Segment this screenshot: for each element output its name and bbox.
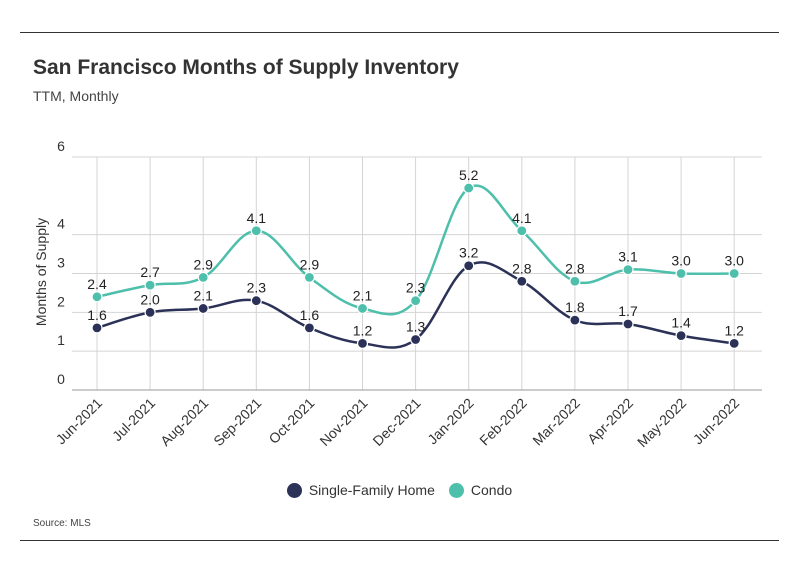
data-point-condo	[463, 182, 475, 194]
data-point-single-family	[463, 260, 475, 272]
data-point-condo	[410, 295, 422, 307]
x-tick-label: Nov-2021	[316, 395, 370, 449]
data-label-single-family: 1.2	[353, 322, 373, 338]
data-label-single-family: 2.8	[512, 260, 532, 276]
y-axis-label: Months of Supply	[33, 218, 49, 326]
data-label-condo: 3.0	[671, 253, 691, 269]
data-label-single-family: 1.8	[565, 299, 585, 315]
chart-title: San Francisco Months of Supply Inventory	[33, 56, 459, 79]
x-tick-label: Mar-2022	[529, 395, 583, 449]
data-point-condo	[356, 302, 369, 315]
data-label-single-family: 1.3	[406, 319, 426, 335]
data-label-single-family: 1.6	[300, 307, 320, 323]
data-label-single-family: 3.2	[459, 245, 479, 261]
data-label-condo: 3.1	[618, 249, 638, 265]
condo-swatch-icon	[448, 482, 464, 498]
y-tick-label: 4	[57, 216, 65, 232]
data-label-condo: 2.9	[300, 256, 320, 272]
data-point-single-family	[91, 322, 103, 334]
data-label-condo: 5.2	[459, 167, 479, 183]
data-point-condo	[516, 225, 528, 237]
data-point-single-family	[197, 302, 209, 315]
x-tick-label: Apr-2022	[584, 395, 636, 447]
data-label-condo: 2.7	[140, 264, 160, 280]
y-tick-label: 3	[57, 255, 65, 271]
x-tick-label: Jun-2022	[690, 395, 743, 448]
data-label-condo: 4.1	[512, 210, 532, 226]
x-tick-label: Oct-2021	[265, 395, 317, 447]
x-tick-label: Jul-2021	[109, 395, 158, 444]
legend-item-condo[interactable]: Condo	[448, 482, 513, 498]
x-tick-label: Jun-2021	[53, 395, 106, 448]
y-tick-label: 0	[57, 371, 65, 387]
data-label-single-family: 1.4	[671, 315, 691, 331]
data-point-single-family	[569, 314, 581, 326]
data-point-condo	[728, 267, 740, 280]
data-point-single-family	[675, 330, 687, 342]
legend-label-single-family: Single-Family Home	[308, 482, 435, 498]
chart-subtitle: TTM, Monthly	[33, 88, 119, 104]
single-family-swatch-icon	[286, 482, 302, 498]
data-label-single-family: 2.3	[247, 280, 267, 296]
data-label-condo: 3.0	[724, 253, 744, 269]
x-tick-label: Aug-2021	[157, 395, 211, 449]
bottom-rule	[20, 540, 779, 541]
data-point-single-family	[144, 306, 156, 318]
data-point-condo	[250, 225, 262, 237]
data-point-condo	[144, 279, 156, 291]
y-tick-label: 6	[57, 138, 65, 154]
top-rule	[20, 32, 779, 33]
data-point-single-family	[728, 337, 740, 349]
data-label-condo: 2.4	[87, 276, 107, 292]
data-label-single-family: 2.1	[193, 287, 213, 303]
data-point-condo	[91, 291, 103, 303]
data-label-condo: 2.1	[353, 287, 373, 303]
data-label-condo: 2.3	[406, 280, 426, 296]
data-point-condo	[675, 267, 687, 280]
data-label-single-family: 1.2	[724, 322, 744, 338]
data-point-condo	[303, 271, 315, 283]
data-label-condo: 2.9	[193, 256, 213, 272]
legend-item-single-family[interactable]: Single-Family Home	[286, 482, 435, 498]
legend: Single-Family Home Condo	[0, 482, 799, 498]
x-tick-label: Dec-2021	[369, 395, 423, 449]
data-point-condo	[622, 264, 634, 276]
x-tick-label: Jan-2022	[424, 395, 477, 448]
y-tick-label: 1	[57, 332, 65, 348]
data-label-condo: 2.8	[565, 260, 585, 276]
y-tick-label: 2	[57, 293, 65, 309]
data-point-single-family	[516, 275, 528, 287]
legend-label-condo: Condo	[470, 482, 513, 498]
data-point-condo	[197, 271, 209, 283]
source-note: Source: MLS	[33, 518, 91, 529]
data-point-single-family	[303, 322, 315, 334]
data-label-single-family: 1.7	[618, 303, 638, 319]
data-label-single-family: 1.6	[87, 307, 107, 323]
data-point-single-family	[356, 337, 369, 349]
data-point-condo	[569, 275, 581, 287]
data-label-condo: 4.1	[247, 210, 267, 226]
x-tick-label: Feb-2022	[476, 395, 530, 449]
data-point-single-family	[622, 318, 634, 330]
data-point-single-family	[410, 333, 422, 346]
x-tick-label: Sep-2021	[210, 395, 264, 449]
data-label-single-family: 2.0	[140, 291, 160, 307]
x-tick-label: May-2022	[634, 395, 689, 450]
data-point-single-family	[250, 295, 262, 307]
